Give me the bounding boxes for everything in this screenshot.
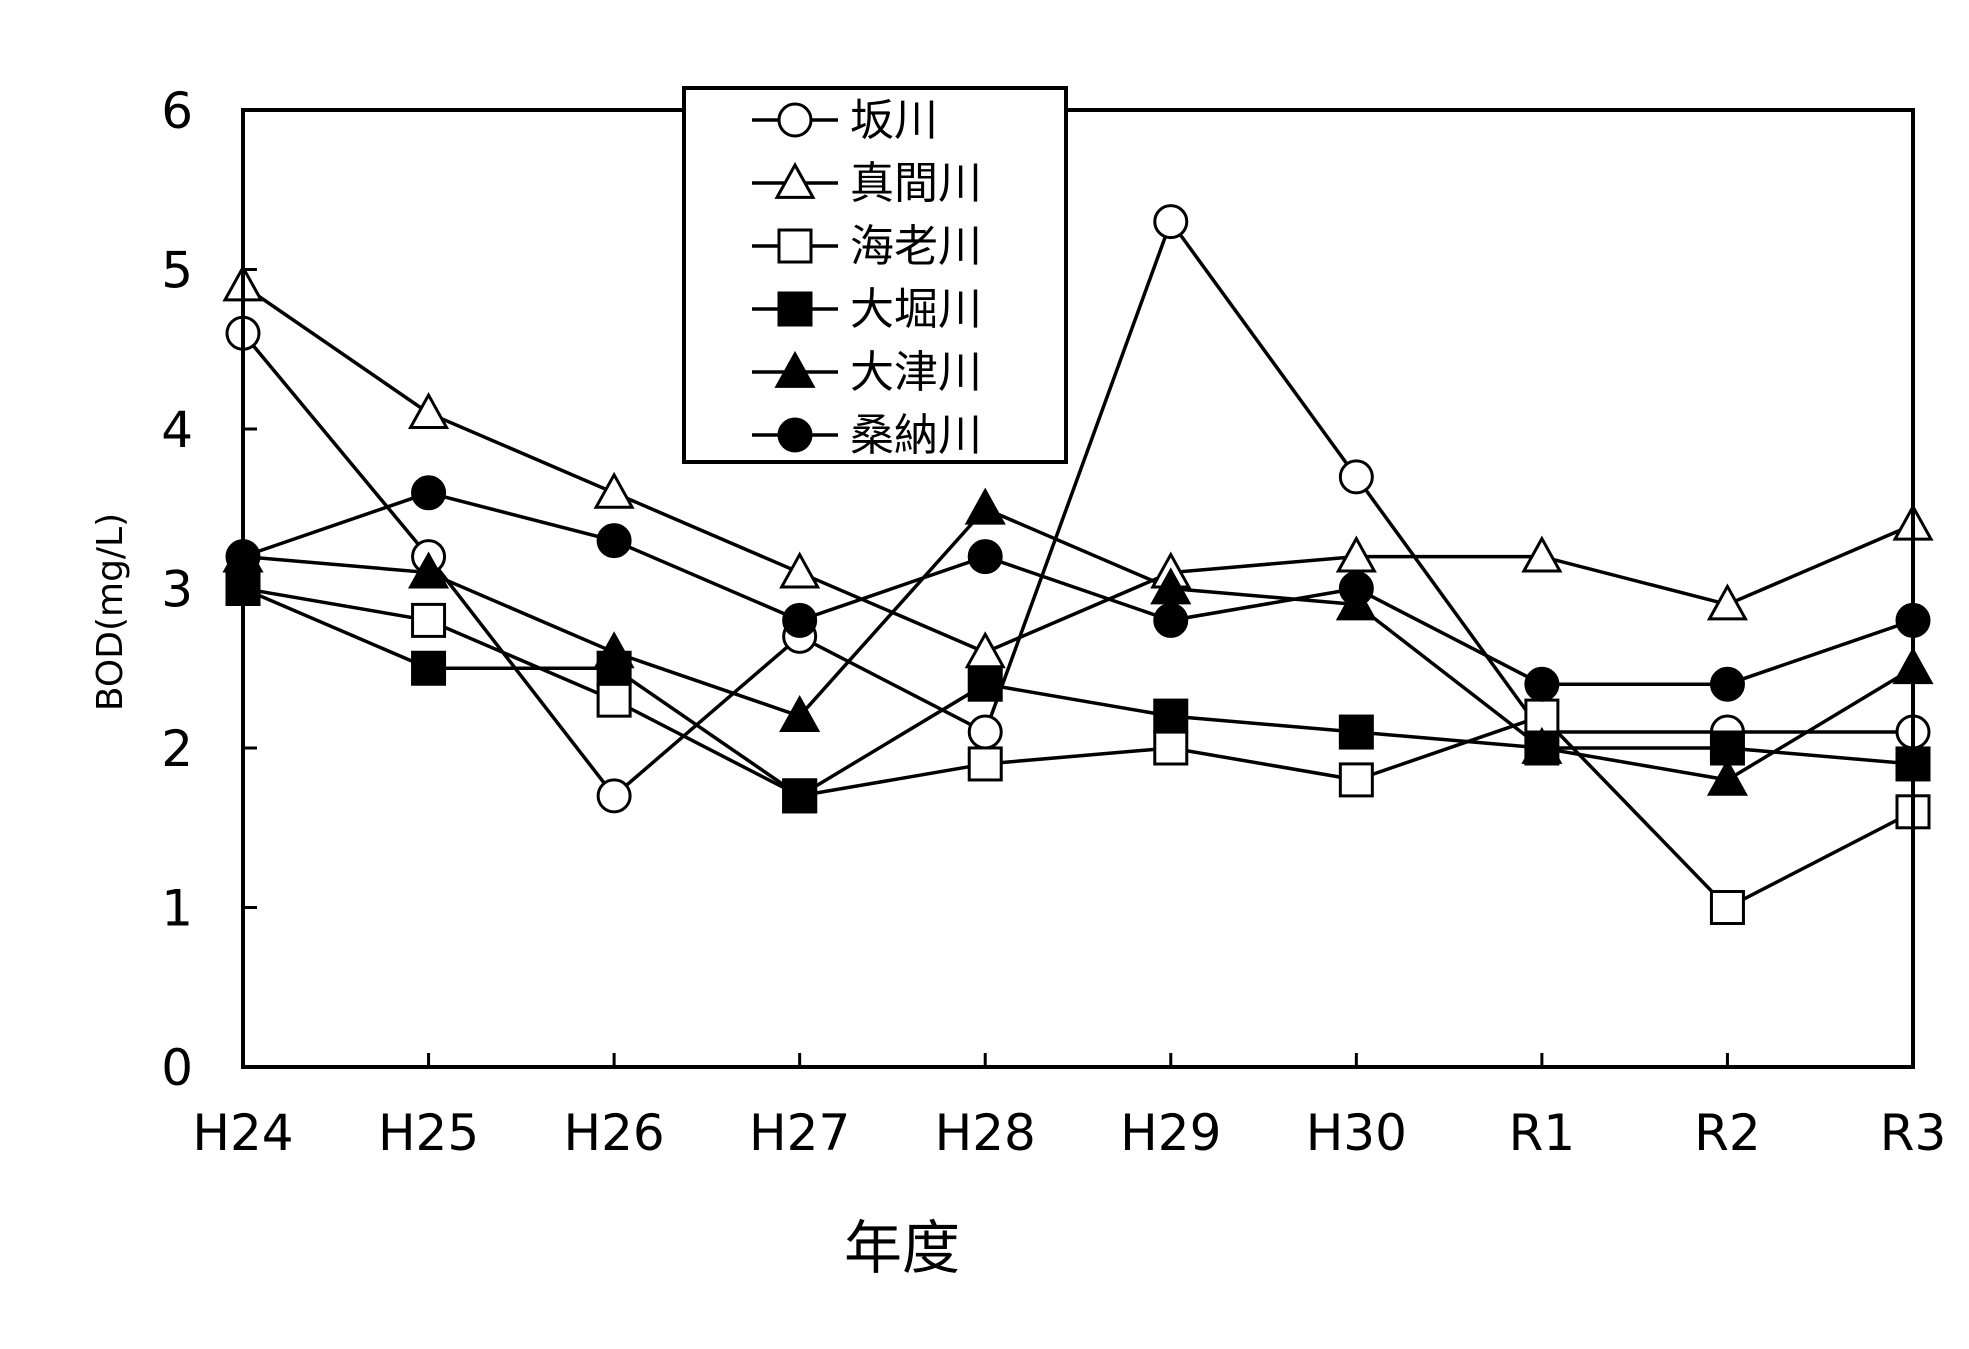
x-tick-label: H29 — [1120, 1104, 1221, 1162]
data-point — [1524, 666, 1560, 702]
legend-label: 海老川 — [850, 221, 982, 272]
data-point — [596, 682, 632, 718]
x-tick-label: H25 — [378, 1104, 479, 1162]
y-tick-label: 0 — [161, 1039, 193, 1097]
x-tick-label: H28 — [935, 1104, 1036, 1162]
series-line — [242, 490, 1914, 686]
y-tick-label: 5 — [161, 242, 193, 300]
data-point — [1153, 602, 1189, 638]
series-layer — [222, 204, 1934, 925]
legend-entry: 真間川 — [752, 158, 982, 209]
data-point — [967, 539, 1003, 575]
data-point — [1153, 204, 1189, 240]
legend-label: 坂川 — [850, 95, 938, 146]
y-axis-title: BOD(mg/L) — [90, 513, 131, 711]
data-point — [782, 778, 818, 814]
legend-entry: 坂川 — [752, 95, 938, 146]
x-axis-title: 年度 — [844, 1214, 960, 1282]
y-tick-label: 6 — [161, 82, 193, 140]
legend-marker — [774, 350, 816, 388]
legend-box — [682, 86, 1068, 464]
data-point — [411, 475, 447, 511]
y-tick-label: 2 — [161, 720, 193, 778]
legend-marker — [777, 417, 813, 453]
series-line — [242, 284, 1914, 655]
data-point — [596, 778, 632, 814]
legend-marker — [777, 102, 813, 138]
legend-entry: 桑納川 — [752, 410, 982, 461]
data-point — [1338, 714, 1374, 750]
data-point — [1338, 571, 1374, 606]
data-point — [779, 695, 821, 732]
legend-label: 桑納川 — [850, 410, 982, 461]
data-point — [1709, 666, 1745, 702]
data-point — [1706, 758, 1748, 796]
data-point — [411, 650, 447, 686]
legend-label: 大津川 — [850, 347, 982, 398]
data-point — [1338, 762, 1374, 798]
data-point — [1521, 726, 1563, 764]
x-tick-label: H27 — [749, 1104, 850, 1162]
series-4-points — [225, 571, 1931, 814]
x-tick-label: H26 — [563, 1104, 664, 1162]
data-point — [1153, 730, 1189, 766]
series-3 — [242, 586, 1914, 910]
y-tick-label: 1 — [161, 880, 193, 938]
series-line — [242, 586, 1914, 798]
y-tick-label: 3 — [161, 561, 193, 619]
x-tick-label: R2 — [1694, 1104, 1761, 1162]
data-point — [411, 602, 447, 638]
series-4 — [242, 586, 1914, 798]
legend-marker — [777, 291, 813, 327]
data-point — [593, 631, 635, 669]
data-point — [967, 666, 1003, 702]
legend-marker — [774, 161, 816, 199]
legend-label: 大堀川 — [850, 284, 982, 335]
series-2 — [242, 284, 1914, 655]
series-5 — [242, 506, 1914, 782]
series-1 — [241, 217, 1913, 799]
data-point — [1338, 459, 1374, 495]
series-line — [242, 586, 1914, 910]
series-6-points — [225, 475, 1931, 702]
series-6 — [242, 490, 1914, 686]
legend-entry: 海老川 — [752, 221, 982, 272]
data-point — [779, 551, 821, 589]
data-point — [1521, 535, 1563, 573]
data-point — [967, 714, 1003, 750]
legend-entry: 大堀川 — [752, 284, 982, 335]
data-point — [967, 746, 1003, 782]
x-tick-label: H24 — [192, 1104, 293, 1162]
data-point — [1709, 890, 1745, 925]
x-tick-label: R1 — [1509, 1104, 1576, 1162]
x-tick-label: H30 — [1306, 1104, 1407, 1162]
series-line — [242, 506, 1914, 782]
data-point — [1153, 698, 1189, 734]
data-point — [782, 602, 818, 638]
data-point — [964, 487, 1006, 525]
data-point — [408, 551, 450, 589]
data-point — [593, 471, 635, 509]
legend-label: 真間川 — [850, 158, 982, 209]
series-line — [241, 217, 1913, 799]
legend-entry: 大津川 — [752, 347, 982, 398]
data-point — [596, 523, 632, 559]
x-tick-label: R3 — [1880, 1104, 1947, 1162]
tick-layer: 0 1 2 3 4 5 6 H24 H25 H26 H27 H28 H29 H30 R1 R2 R3 — [161, 82, 1946, 1162]
legend-marker — [777, 228, 813, 264]
y-tick-label: 4 — [161, 401, 193, 459]
data-point — [408, 391, 450, 429]
data-point — [1706, 583, 1748, 621]
